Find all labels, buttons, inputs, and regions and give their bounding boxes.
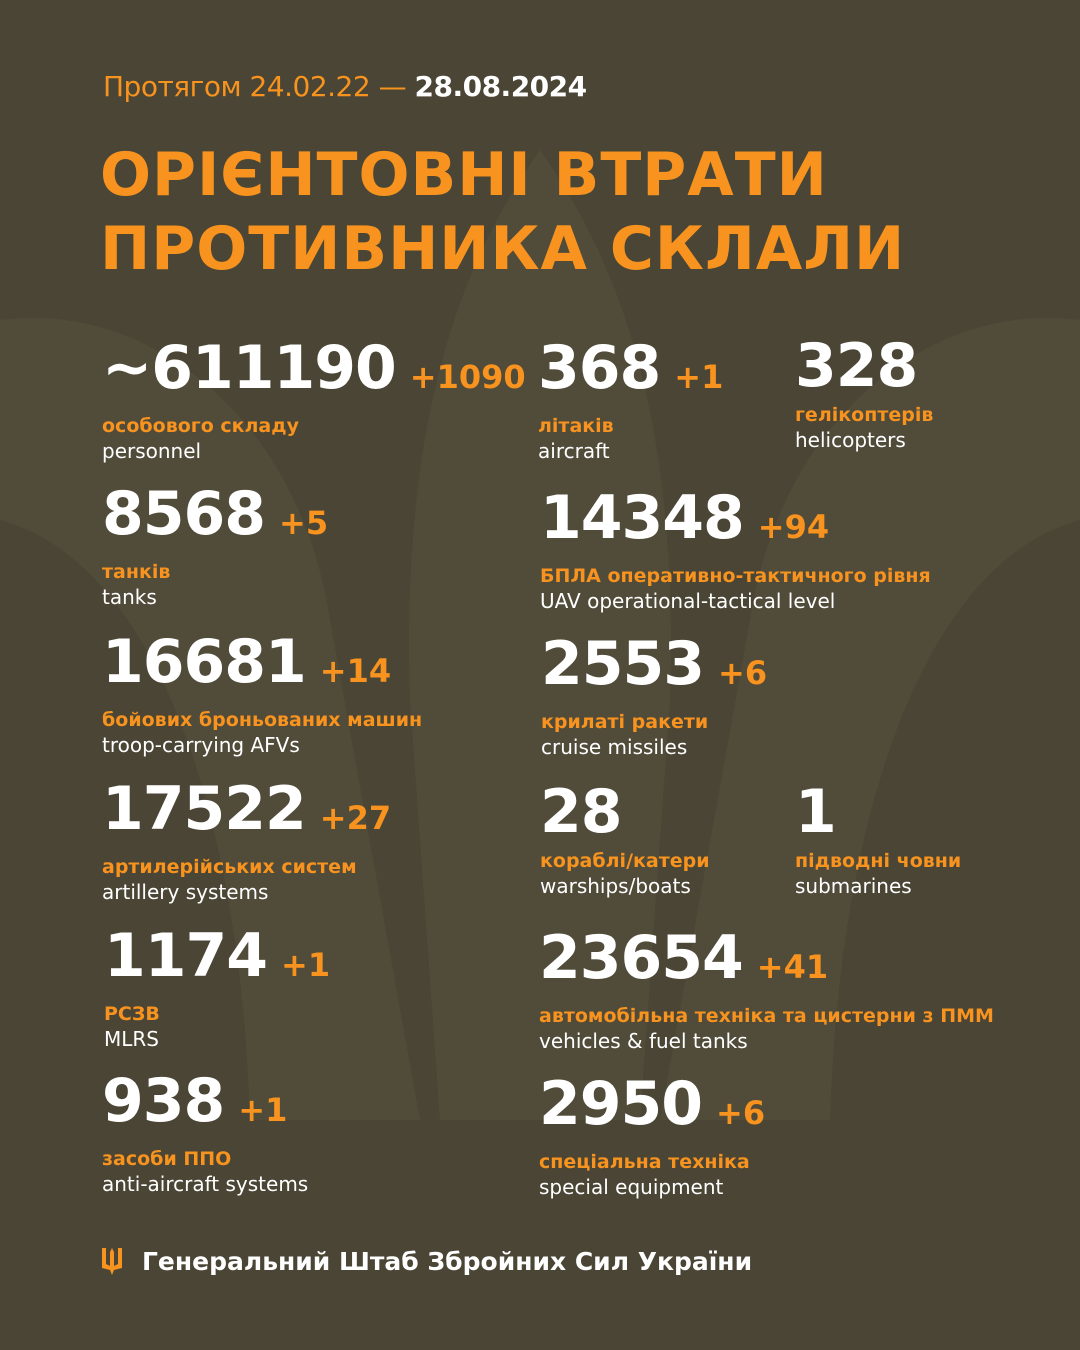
period-range: Протягом 24.02.22 — 28.08.2024	[103, 70, 587, 103]
stat-value: 14348	[540, 483, 745, 553]
stat-label-en: troop-carrying AFVs	[102, 733, 300, 757]
stat-label-uk: автомобільна техніка та цистерни з ПММ	[539, 1005, 994, 1027]
footer: Генеральний Штаб Збройних Сил України	[100, 1246, 752, 1276]
stat-label-en: special equipment	[539, 1175, 724, 1199]
stat-label-uk: гелікоптерів	[795, 404, 934, 426]
title-line-2: ПРОТИВНИКА СКЛАЛИ	[100, 214, 906, 284]
stat-delta: +1	[674, 358, 724, 396]
stat-label-uk: кораблі/катери	[540, 850, 710, 872]
stat-label-uk: спеціальна техніка	[539, 1151, 750, 1173]
stat-vehicles: 23654 +41 автомобільна техніка та цистерни…	[539, 928, 994, 1053]
stat-submarines: 1 підводні човни submarines	[795, 782, 961, 898]
stat-delta: +1090	[409, 358, 526, 396]
stat-label-en: personnel	[102, 439, 202, 463]
stat-delta: +5	[279, 504, 329, 542]
stat-uav: 14348 +94 БПЛА оперативно-тактичного рівня…	[540, 488, 931, 613]
stat-delta: +14	[319, 652, 392, 690]
period-prefix: Протягом 24.02.22 —	[103, 70, 407, 103]
stat-special-equipment: 2950 +6 спеціальна техніка special equipmen…	[539, 1074, 765, 1199]
stat-label-uk: літаків	[538, 415, 614, 437]
stat-value: 2553	[541, 629, 705, 699]
stat-delta: +94	[757, 508, 830, 546]
stat-aircraft: 368 +1 літаків aircraft	[538, 338, 723, 463]
stat-tanks: 8568 +5 танків tanks	[102, 484, 328, 609]
stat-label-uk: крилаті ракети	[541, 711, 709, 733]
page-title: ОРІЄНТОВНІ ВТРАТИ ПРОТИВНИКА СКЛАЛИ	[100, 138, 905, 286]
stat-label-uk: особового складу	[102, 415, 299, 437]
stat-anti-aircraft: 938 +1 засоби ППО anti-aircraft systems	[102, 1071, 308, 1196]
stat-warships: 28 кораблі/катери warships/boats	[540, 782, 710, 898]
stat-label-uk: артилерійських систем	[102, 856, 357, 878]
trident-icon	[102, 1248, 122, 1275]
period-date: 28.08.2024	[414, 70, 587, 103]
stat-label-en: warships/boats	[540, 874, 691, 898]
stat-label-uk: бойових броньованих машин	[102, 709, 423, 731]
stat-label-uk: БПЛА оперативно-тактичного рівня	[540, 565, 931, 587]
stat-delta: +27	[319, 799, 392, 837]
stat-label-en: submarines	[795, 874, 912, 898]
stat-value: 8568	[102, 479, 266, 549]
stat-delta: +41	[756, 948, 829, 986]
stat-value: 23654	[539, 923, 744, 993]
stat-value: 328	[795, 331, 918, 401]
stat-value: 16681	[102, 627, 307, 697]
stat-label-uk: підводні човни	[795, 850, 962, 872]
stat-label-en: tanks	[102, 585, 157, 609]
stat-value: ~611190	[102, 333, 397, 403]
stat-value: 2950	[539, 1069, 703, 1139]
stat-artillery: 17522 +27 артилерійських систем artillery s…	[102, 779, 391, 904]
stat-label-en: cruise missiles	[541, 735, 688, 759]
stat-label-uk: засоби ППО	[102, 1148, 232, 1170]
stat-delta: +6	[718, 654, 768, 692]
stat-cruise-missiles: 2553 +6 крилаті ракети cruise missiles	[541, 634, 767, 759]
stat-value: 1174	[104, 921, 268, 991]
stat-delta: +1	[281, 946, 331, 984]
stat-personnel: ~611190 +1090 особового складу personnel	[102, 338, 526, 463]
stat-value: 17522	[102, 774, 307, 844]
stat-afv: 16681 +14 бойових броньованих машин troop-c…	[102, 632, 422, 757]
stat-label-en: artillery systems	[102, 880, 269, 904]
stat-delta: +1	[238, 1091, 288, 1129]
stat-value: 1	[795, 777, 837, 847]
stat-value: 938	[102, 1066, 225, 1136]
stat-label-en: UAV operational-tactical level	[540, 589, 836, 613]
stat-helicopters: 328 гелікоптерів helicopters	[795, 336, 933, 452]
stat-label-uk: РСЗВ	[104, 1003, 160, 1025]
stat-label-en: helicopters	[795, 428, 906, 452]
stat-label-en: MLRS	[104, 1027, 159, 1051]
stat-label-en: aircraft	[538, 439, 610, 463]
stat-label-en: vehicles & fuel tanks	[539, 1029, 748, 1053]
stat-value: 28	[540, 777, 622, 847]
stat-value: 368	[538, 333, 661, 403]
stat-label-uk: танків	[102, 561, 171, 583]
footer-text: Генеральний Штаб Збройних Сил України	[142, 1246, 753, 1276]
title-line-1: ОРІЄНТОВНІ ВТРАТИ	[100, 140, 828, 210]
stat-delta: +6	[716, 1094, 766, 1132]
stat-mlrs: 1174 +1 РСЗВ MLRS	[104, 926, 330, 1051]
stat-label-en: anti-aircraft systems	[102, 1172, 309, 1196]
